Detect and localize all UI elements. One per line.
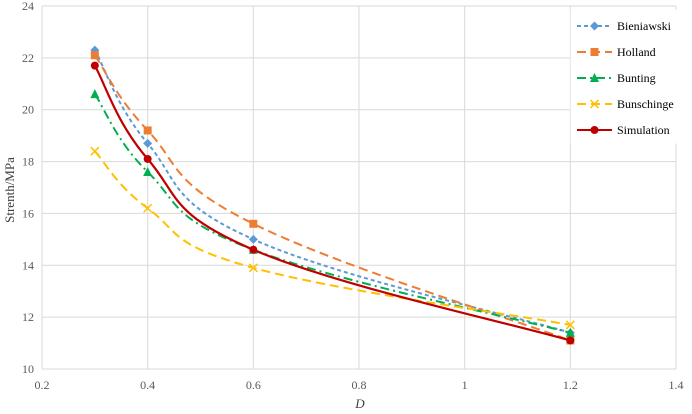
data-point bbox=[565, 327, 575, 337]
series-line bbox=[94, 150, 571, 326]
legend-box bbox=[570, 9, 684, 144]
legend-marker bbox=[590, 126, 599, 134]
x-tick-label: 0.4 bbox=[140, 378, 155, 392]
x-tick-label: 1.4 bbox=[669, 378, 684, 392]
x-axis-title: D bbox=[354, 396, 365, 411]
x-tick-label: 0.8 bbox=[352, 378, 367, 392]
series-simulation bbox=[90, 61, 575, 345]
series-line bbox=[94, 93, 571, 334]
y-tick-label: 12 bbox=[22, 310, 34, 324]
data-point bbox=[90, 146, 100, 156]
legend-marker bbox=[589, 99, 600, 109]
data-point bbox=[90, 61, 99, 70]
legend-item: Holland bbox=[577, 45, 656, 59]
data-point bbox=[249, 219, 258, 228]
series-group bbox=[90, 45, 575, 345]
legend-item: Bunschinge bbox=[577, 97, 674, 111]
y-tick-label: 22 bbox=[22, 51, 34, 65]
y-axis-title: Strenth/MPa bbox=[2, 157, 17, 223]
legend-marker bbox=[590, 73, 599, 82]
x-tick-labels: 0.2 0.4 0.6 0.8 1 1.2 1.4 bbox=[35, 378, 684, 392]
series-holland bbox=[90, 51, 575, 345]
data-point bbox=[143, 154, 152, 163]
y-tick-label: 14 bbox=[22, 258, 34, 272]
data-point bbox=[248, 263, 258, 273]
series-line bbox=[93, 65, 571, 342]
y-tick-labels: 10 12 14 16 18 20 22 24 bbox=[22, 0, 34, 376]
y-tick-label: 20 bbox=[22, 103, 34, 117]
data-point bbox=[248, 234, 258, 244]
series-bunschinge bbox=[90, 146, 575, 330]
data-point bbox=[143, 166, 153, 176]
x-tick-label: 0.2 bbox=[35, 378, 50, 392]
y-tick-label: 16 bbox=[22, 206, 34, 220]
x-tick-label: 1 bbox=[462, 378, 468, 392]
series-bieniawski bbox=[90, 45, 575, 338]
data-point bbox=[143, 126, 152, 135]
data-point bbox=[565, 320, 575, 330]
legend: Bieniawski Holland Bunting Bunschinge Simula… bbox=[570, 9, 684, 144]
legend-label: Bunting bbox=[617, 71, 656, 85]
x-tick-label: 1.2 bbox=[563, 378, 578, 392]
legend-label: Holland bbox=[617, 45, 656, 59]
y-tick-label: 10 bbox=[22, 362, 34, 376]
y-tick-label: 24 bbox=[22, 0, 34, 13]
legend-marker bbox=[590, 21, 599, 31]
data-point bbox=[90, 89, 100, 99]
legend-item: Bieniawski bbox=[577, 19, 672, 33]
y-tick-label: 18 bbox=[22, 155, 34, 169]
x-tick-label: 0.6 bbox=[246, 378, 261, 392]
data-point bbox=[143, 138, 153, 148]
gridlines bbox=[41, 5, 677, 370]
legend-label: Simulation bbox=[617, 123, 670, 137]
legend-item: Bunting bbox=[577, 71, 656, 85]
legend-item: Simulation bbox=[577, 123, 670, 137]
legend-label: Bunschinge bbox=[617, 97, 674, 111]
data-point bbox=[90, 51, 99, 60]
data-point bbox=[249, 245, 258, 254]
legend-marker bbox=[590, 48, 599, 56]
data-point bbox=[143, 203, 153, 213]
data-point bbox=[566, 336, 575, 345]
series-line bbox=[94, 54, 571, 342]
legend-label: Bieniawski bbox=[617, 19, 672, 33]
series-line bbox=[93, 49, 571, 334]
